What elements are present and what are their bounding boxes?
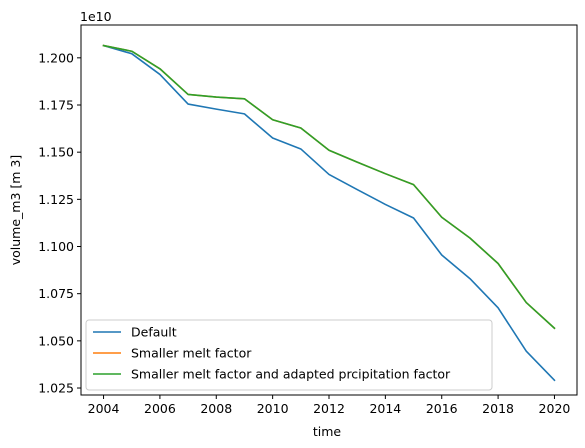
x-tick-label: 2008 [200,401,232,416]
y-tick-label: 1.075 [38,286,74,301]
y-tick-label: 1.025 [38,381,74,396]
x-tick-label: 2010 [257,401,289,416]
x-tick-label: 2016 [426,401,458,416]
x-tick-label: 2012 [313,401,345,416]
y-tick-label: 1.200 [38,50,74,65]
x-tick-label: 2014 [369,401,401,416]
x-tick-label: 2004 [88,401,120,416]
x-tick-label: 2020 [539,401,571,416]
x-tick-label: 2018 [482,401,514,416]
y-tick-label: 1.100 [38,239,74,254]
y-tick-label: 1.125 [38,192,74,207]
legend-label-2: Smaller melt factor and adapted prcipita… [131,367,451,382]
x-axis-label: time [313,424,342,439]
y-tick-label: 1.150 [38,145,74,160]
y-offset-text: 1e10 [80,9,112,24]
legend-label-0: Default [131,325,177,340]
legend-label-1: Smaller melt factor [131,346,252,361]
y-axis-label: volume_m3 [m 3] [8,155,23,266]
legend: Default Smaller melt factor Smaller melt f… [86,320,492,390]
x-axis-ticks: 2004 2006 2008 2010 2012 2014 2016 2018 2020 [88,395,571,416]
y-tick-label: 1.050 [38,333,74,348]
y-tick-label: 1.175 [38,98,74,113]
x-tick-label: 2006 [144,401,176,416]
